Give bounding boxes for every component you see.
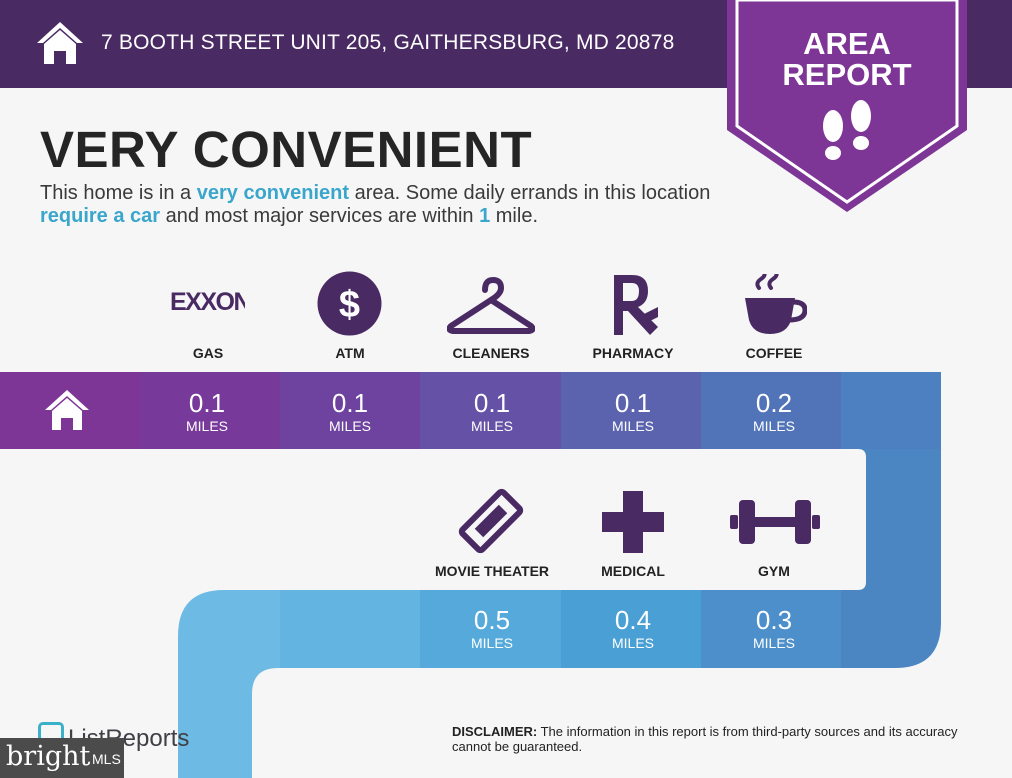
svg-text:$: $ xyxy=(339,284,360,326)
badge-title-line2: REPORT xyxy=(782,57,912,92)
distance-cleaners: 0.1 MILES xyxy=(470,388,513,434)
distance-atm: 0.1 MILES xyxy=(328,388,371,434)
amenity-label-cleaners: CLEANERS xyxy=(452,345,530,361)
amenity-label-coffee: COFFEE xyxy=(745,345,803,361)
home-marker-icon xyxy=(45,390,89,430)
ticket-icon xyxy=(458,488,524,554)
convenience-headline: VERY CONVENIENT xyxy=(40,121,533,178)
amenity-label-movie-theater: MOVIE THEATER xyxy=(434,563,550,579)
bright-mls-watermark: bright MLS xyxy=(0,738,124,778)
amenity-label-gas: GAS xyxy=(192,345,224,361)
amenity-label-atm: ATM xyxy=(335,345,365,361)
amenity-label-medical: MEDICAL xyxy=(601,563,665,579)
distance-medical: 0.4 MILES xyxy=(611,605,654,651)
distance-gas: 0.1 MILES xyxy=(185,388,228,434)
convenience-description: This home is in a very convenient area. … xyxy=(40,182,711,227)
badge-title-line1: AREA xyxy=(803,26,891,61)
distance-gym: 0.3 MILES xyxy=(752,605,795,651)
area-report-badge: AREA REPORT xyxy=(727,0,967,212)
dollar-icon: $ xyxy=(317,271,382,336)
rx-icon xyxy=(614,275,658,335)
distance-coffee: 0.2 MILES xyxy=(752,388,795,434)
footprints-icon xyxy=(823,100,871,160)
amenity-label-gym: GYM xyxy=(758,563,790,579)
hanger-icon xyxy=(447,277,535,334)
property-address: 7 BOOTH STREET UNIT 205, GAITHERSBURG, M… xyxy=(101,31,675,54)
disclaimer: DISCLAIMER: The information in this repo… xyxy=(452,724,958,754)
house-icon xyxy=(37,22,83,64)
medical-cross-icon xyxy=(602,491,664,553)
dumbbell-icon xyxy=(730,500,820,544)
svg-text:EXXON: EXXON xyxy=(170,288,245,316)
coffee-cup-icon xyxy=(745,274,807,334)
distance-pharmacy: 0.1 MILES xyxy=(611,388,654,434)
distance-movie-theater: 0.5 MILES xyxy=(470,605,513,651)
exxon-logo: EXXON xyxy=(170,286,252,316)
amenity-label-pharmacy: PHARMACY xyxy=(592,345,674,361)
